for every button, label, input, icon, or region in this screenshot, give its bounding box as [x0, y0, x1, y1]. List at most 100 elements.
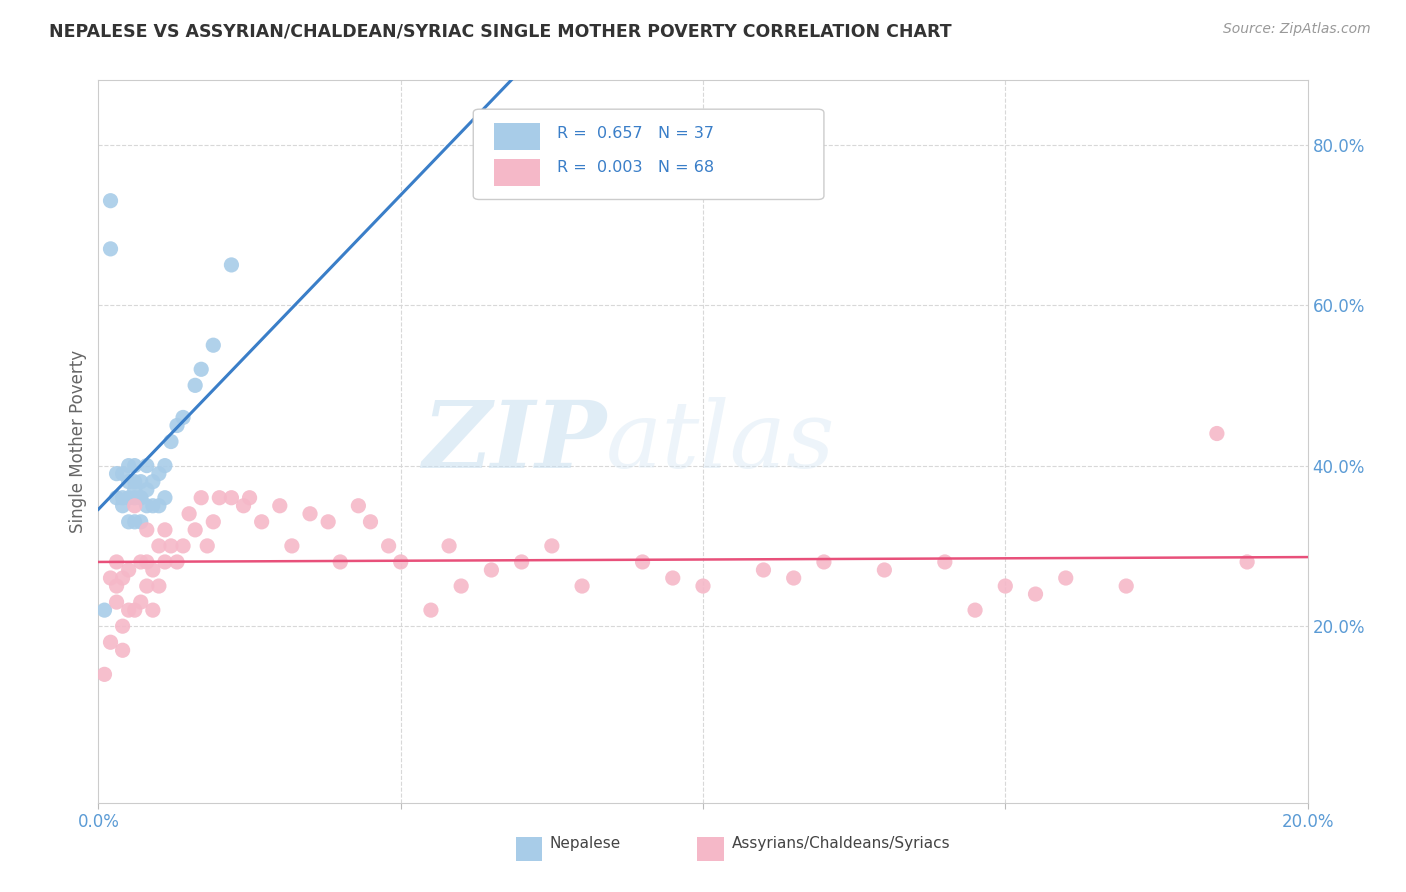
Point — [377, 539, 399, 553]
Point — [118, 475, 141, 489]
Point — [195, 539, 218, 553]
Point — [153, 523, 176, 537]
Text: Source: ZipAtlas.com: Source: ZipAtlas.com — [1223, 22, 1371, 37]
Point — [202, 338, 225, 352]
Point — [105, 595, 128, 609]
Point — [994, 579, 1017, 593]
Point — [172, 539, 194, 553]
Point — [93, 603, 115, 617]
Text: Nepalese: Nepalese — [550, 837, 620, 852]
Point — [1024, 587, 1046, 601]
Point — [142, 499, 165, 513]
Point — [124, 483, 146, 497]
Point — [873, 563, 896, 577]
Text: atlas: atlas — [606, 397, 835, 486]
Point — [105, 555, 128, 569]
Point — [184, 378, 207, 392]
Point — [166, 555, 188, 569]
Point — [93, 667, 115, 681]
Point — [692, 579, 714, 593]
Point — [142, 603, 165, 617]
Point — [172, 410, 194, 425]
Point — [661, 571, 683, 585]
Text: ZIP: ZIP — [422, 397, 606, 486]
Text: Assyrians/Chaldeans/Syriacs: Assyrians/Chaldeans/Syriacs — [733, 837, 950, 852]
Point — [100, 242, 122, 256]
Point — [450, 579, 472, 593]
Point — [360, 515, 382, 529]
Point — [571, 579, 593, 593]
Point — [111, 491, 134, 505]
Point — [105, 467, 128, 481]
Point — [124, 475, 146, 489]
Point — [111, 619, 134, 633]
Point — [124, 603, 146, 617]
Point — [510, 555, 533, 569]
Point — [299, 507, 322, 521]
Point — [783, 571, 806, 585]
Point — [202, 515, 225, 529]
Point — [389, 555, 412, 569]
Point — [232, 499, 254, 513]
Point — [118, 491, 141, 505]
Point — [934, 555, 956, 569]
Point — [129, 595, 152, 609]
Point — [153, 458, 176, 473]
Point — [160, 434, 183, 449]
Point — [135, 499, 157, 513]
Point — [100, 571, 122, 585]
Point — [420, 603, 443, 617]
Point — [111, 499, 134, 513]
FancyBboxPatch shape — [494, 159, 540, 186]
Point — [142, 475, 165, 489]
FancyBboxPatch shape — [697, 838, 724, 861]
FancyBboxPatch shape — [516, 838, 543, 861]
Point — [184, 523, 207, 537]
Point — [540, 539, 562, 553]
Point — [135, 458, 157, 473]
Point — [129, 555, 152, 569]
Point — [124, 491, 146, 505]
Point — [153, 491, 176, 505]
Point — [100, 194, 122, 208]
Point — [105, 491, 128, 505]
Point — [190, 491, 212, 505]
Point — [135, 523, 157, 537]
Point — [1236, 555, 1258, 569]
Point — [148, 579, 170, 593]
Point — [148, 467, 170, 481]
Point — [124, 458, 146, 473]
Point — [129, 491, 152, 505]
Point — [1115, 579, 1137, 593]
Point — [118, 603, 141, 617]
Point — [153, 555, 176, 569]
Point — [148, 499, 170, 513]
Point — [190, 362, 212, 376]
Point — [965, 603, 987, 617]
Point — [239, 491, 262, 505]
Point — [105, 579, 128, 593]
Point — [142, 563, 165, 577]
Text: NEPALESE VS ASSYRIAN/CHALDEAN/SYRIAC SINGLE MOTHER POVERTY CORRELATION CHART: NEPALESE VS ASSYRIAN/CHALDEAN/SYRIAC SIN… — [49, 22, 952, 40]
Point — [135, 555, 157, 569]
Point — [347, 499, 370, 513]
Point — [111, 467, 134, 481]
Point — [148, 539, 170, 553]
Point — [124, 515, 146, 529]
Point — [179, 507, 201, 521]
Point — [221, 491, 243, 505]
Point — [135, 483, 157, 497]
Point — [250, 515, 273, 529]
Y-axis label: Single Mother Poverty: Single Mother Poverty — [69, 350, 87, 533]
Point — [111, 643, 134, 657]
Point — [129, 475, 152, 489]
Text: R =  0.657   N = 37: R = 0.657 N = 37 — [557, 126, 714, 141]
Point — [118, 515, 141, 529]
Point — [160, 539, 183, 553]
Point — [208, 491, 231, 505]
Point — [166, 418, 188, 433]
Point — [129, 515, 152, 529]
Point — [269, 499, 291, 513]
Text: R =  0.003   N = 68: R = 0.003 N = 68 — [557, 161, 714, 176]
Point — [118, 458, 141, 473]
